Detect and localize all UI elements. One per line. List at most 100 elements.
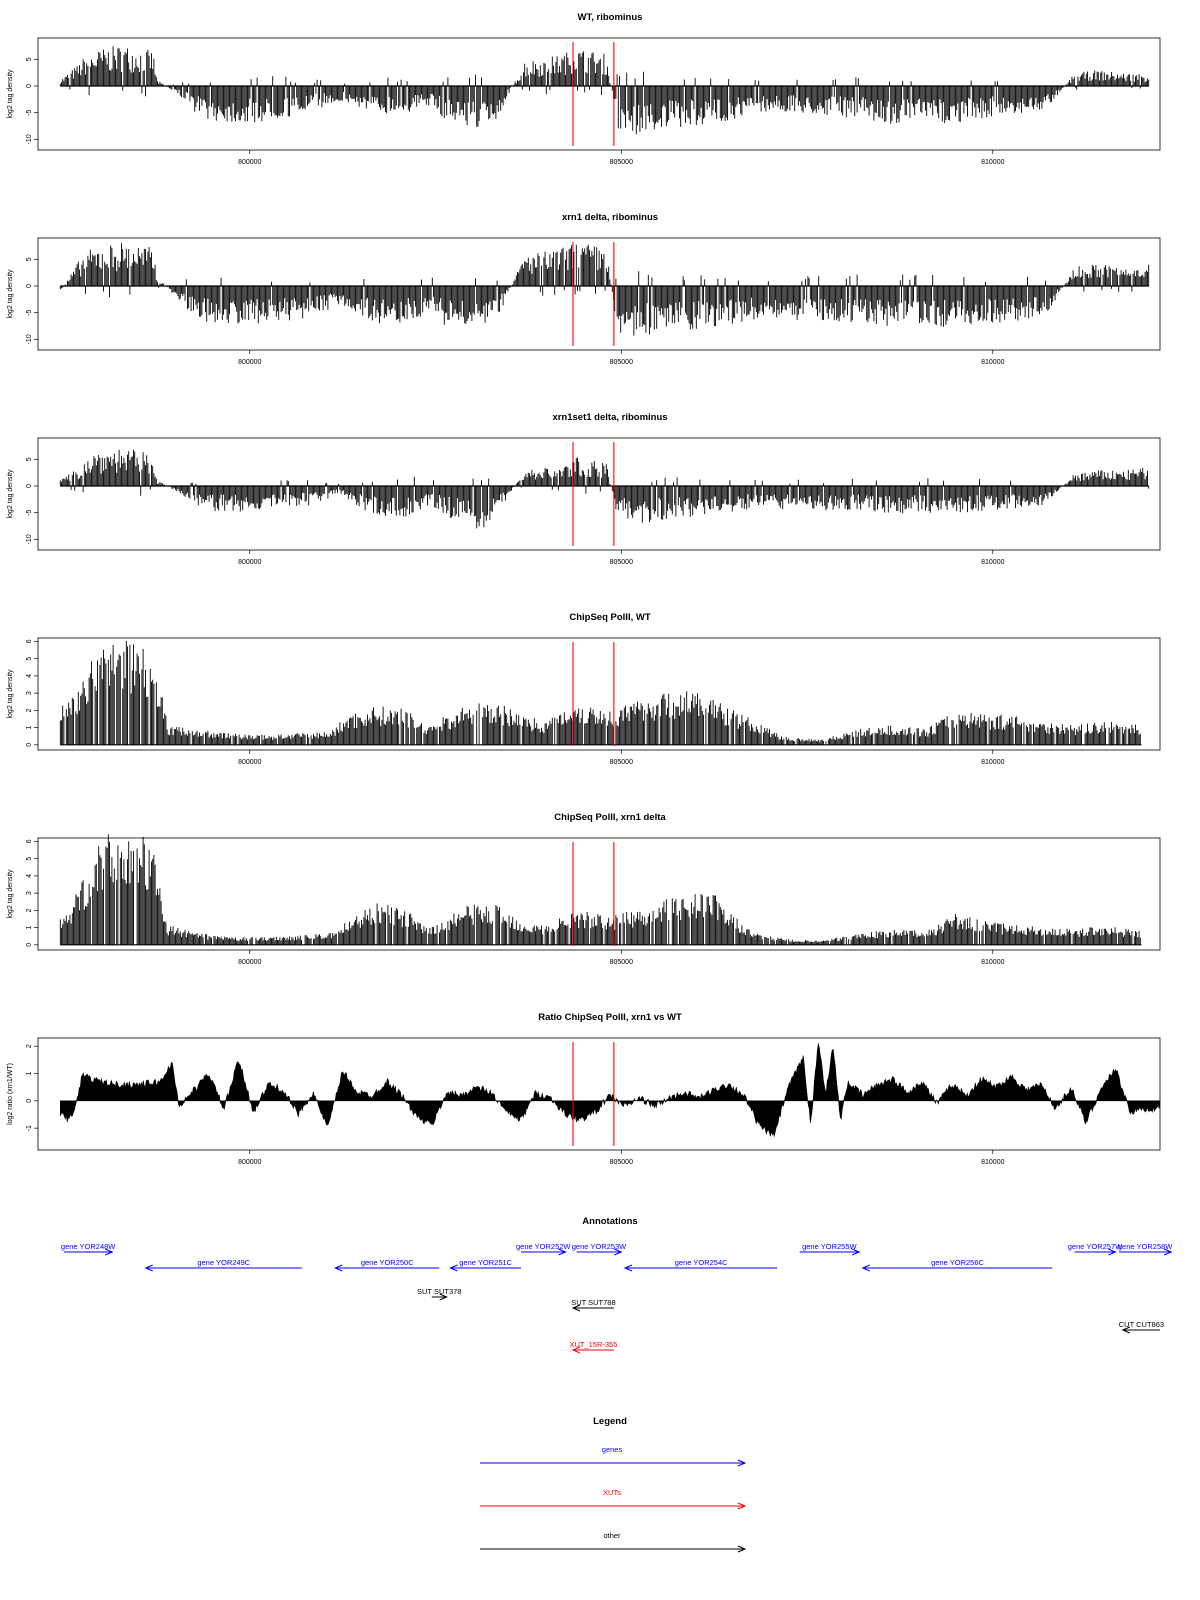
feature-gene-6: gene YOR253W (572, 1242, 627, 1256)
arrow-head (614, 1248, 623, 1256)
x-tick-label: 805000 (610, 359, 633, 366)
data-series (59, 46, 1150, 135)
x-axis: 800000 805000 810000 (238, 950, 1005, 966)
feature-label: gene YOR250C (361, 1258, 414, 1267)
feature-label: gene YOR257W (1068, 1242, 1123, 1251)
signal-bars (59, 449, 1150, 529)
x-axis: 800000 805000 810000 (238, 550, 1005, 566)
feature-other-14: CUT CUT863 (1119, 1320, 1164, 1334)
chart-panel-2: xrn1 delta, ribominus -10 -5 0 5 log2 tag den… (7, 212, 1161, 366)
y-tick-label: 3 (26, 891, 33, 895)
plot-frame (37, 237, 1161, 351)
chart-title: xrn1set1 delta, ribominus (552, 412, 667, 423)
y-axis-label: log2 tag density (7, 69, 14, 119)
y-tick-label: 4 (26, 674, 33, 678)
data-series (59, 834, 1142, 946)
plot-frame (37, 437, 1161, 551)
feature-gene-1: gene YOR248W (61, 1242, 116, 1256)
y-tick-label: 0 (26, 284, 33, 288)
arrow-head (333, 1264, 343, 1272)
y-axis: -10 -5 0 5 log2 tag density (7, 257, 38, 344)
legend: Legend genes XUTs other (480, 1416, 747, 1553)
y-tick-label: -1 (26, 1125, 33, 1131)
chart-title: xrn1 delta, ribominus (562, 212, 658, 223)
feature-gene-4: gene YOR251C (449, 1258, 521, 1272)
y-tick-label: 1 (26, 926, 33, 930)
feature-other-13: SUT SUT788 (571, 1298, 616, 1312)
data-series (59, 449, 1150, 529)
data-series (59, 243, 1150, 336)
feature-label: gene YOR248W (61, 1242, 116, 1251)
feature-label: SUT SUT788 (571, 1298, 615, 1307)
x-tick-label: 810000 (981, 959, 1004, 966)
arrow-head (1121, 1326, 1131, 1334)
arrow-head (449, 1264, 458, 1272)
x-tick-label: 805000 (610, 759, 633, 766)
arrow-head (571, 1304, 581, 1312)
x-tick-label: 805000 (610, 959, 633, 966)
signal-bars (59, 46, 1150, 135)
y-tick-label: 1 (26, 726, 33, 730)
signal-bars (59, 834, 1141, 945)
legend-arrow-head (737, 1545, 747, 1553)
y-axis: 0 1 2 3 4 5 6 log2 tag density (7, 639, 38, 747)
x-tick-label: 810000 (981, 359, 1004, 366)
arrow-head (623, 1264, 633, 1272)
y-tick-label: 3 (26, 691, 33, 695)
y-tick-label: 0 (26, 943, 33, 947)
x-tick-label: 810000 (981, 1159, 1004, 1166)
y-tick-label: 5 (26, 657, 33, 661)
feature-label: gene YOR251C (459, 1258, 512, 1267)
y-axis: 0 1 2 3 4 5 6 log2 tag density (7, 839, 38, 947)
x-tick-label: 800000 (238, 1159, 261, 1166)
y-axis: -10 -5 0 5 log2 tag density (7, 57, 38, 144)
plot-frame (37, 837, 1161, 951)
feature-gene-3: gene YOR250C (333, 1258, 440, 1272)
y-tick-label: 2 (26, 708, 33, 712)
signal-bars (59, 243, 1150, 336)
arrow-head (105, 1248, 114, 1256)
y-tick-label: 6 (26, 839, 33, 843)
feature-gene-10: gene YOR257W (1068, 1242, 1123, 1256)
feature-label: gene YOR254C (675, 1258, 728, 1267)
x-tick-label: 800000 (238, 959, 261, 966)
arrow-head (439, 1293, 448, 1301)
feature-gene-9: gene YOR256C (861, 1258, 1053, 1272)
y-tick-label: -5 (26, 509, 33, 515)
y-tick-label: 5 (26, 857, 33, 861)
legend-arrow-head (737, 1459, 747, 1467)
chart-panel-6: Ratio ChipSeq PolII, xrn1 vs WT -1 0 1 2 log2… (7, 1012, 1161, 1166)
y-axis-label: log2 ratio (xrn1/WT) (7, 1063, 14, 1125)
y-axis: -10 -5 0 5 log2 tag density (7, 457, 38, 544)
x-axis: 800000 805000 810000 (238, 150, 1005, 166)
feature-label: SUT SUT378 (417, 1287, 461, 1296)
y-tick-label: 0 (26, 84, 33, 88)
arrow-head (1163, 1248, 1173, 1256)
arrow-head (861, 1264, 870, 1272)
y-tick-label: 5 (26, 457, 33, 461)
y-axis-label: log2 tag density (7, 269, 14, 319)
legend-item-1: genes (480, 1445, 747, 1467)
plot-frame (37, 637, 1161, 751)
y-axis: -1 0 1 2 log2 ratio (xrn1/WT) (7, 1044, 38, 1131)
legend-label: other (603, 1531, 621, 1540)
x-tick-label: 810000 (981, 159, 1004, 166)
feature-label: gene YOR253W (572, 1242, 627, 1251)
feature-label: gene YOR252W (516, 1242, 571, 1251)
chart-title: ChipSeq PolII, WT (569, 612, 650, 623)
legend-title: Legend (593, 1416, 627, 1427)
feature-label: gene YOR258W (1118, 1242, 1173, 1251)
plot-frame (37, 37, 1161, 151)
x-axis: 800000 805000 810000 (238, 750, 1005, 766)
x-axis: 800000 805000 810000 (238, 350, 1005, 366)
feature-xut-15: XUT_15R-355 (569, 1340, 617, 1354)
y-tick-label: 6 (26, 639, 33, 643)
chart-panel-4: ChipSeq PolII, WT 0 1 2 3 4 5 6 log2 tag density… (7, 612, 1161, 766)
feature-gene-2: gene YOR249C (144, 1258, 302, 1272)
x-axis: 800000 805000 810000 (238, 1150, 1005, 1166)
x-tick-label: 805000 (610, 1159, 633, 1166)
arrow-head (1108, 1248, 1117, 1256)
y-tick-label: 2 (26, 908, 33, 912)
